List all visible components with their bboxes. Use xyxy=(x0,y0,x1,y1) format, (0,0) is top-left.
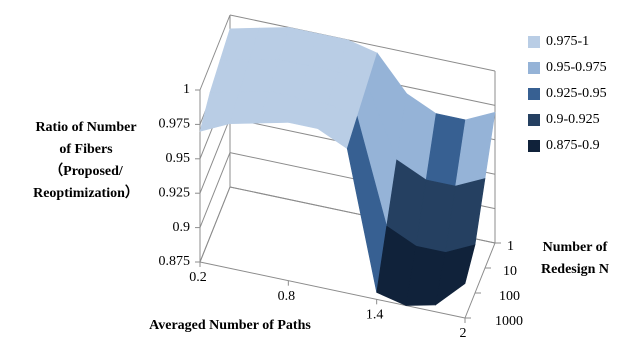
legend-label: 0.975-1 xyxy=(546,34,589,49)
y-tick-label: 100 xyxy=(499,289,520,304)
z-tick-label: 0.95 xyxy=(166,151,191,166)
legend-label: 0.9-0.925 xyxy=(546,112,600,127)
surface-patch xyxy=(435,244,476,306)
legend-swatch xyxy=(528,36,540,48)
grid-line xyxy=(199,186,231,263)
grid-line xyxy=(229,14,496,72)
z-axis-title: of Fibers xyxy=(59,142,113,157)
y-tick-label: 1000 xyxy=(495,314,523,329)
axis-line xyxy=(199,261,466,319)
x-tick-label: 1.4 xyxy=(366,308,384,323)
z-tick-label: 0.975 xyxy=(159,117,191,132)
z-tick-label: 1 xyxy=(183,82,190,97)
x-tick-label: 0.2 xyxy=(189,270,207,285)
y-axis-title: Redesign N xyxy=(541,262,609,277)
legend-swatch xyxy=(528,114,540,126)
y-axis-title: Number of xyxy=(543,240,608,255)
z-axis-title: Reoptimization） xyxy=(33,185,139,201)
y-tick-label: 10 xyxy=(503,264,517,279)
grid-line xyxy=(199,14,231,91)
grid-line xyxy=(199,118,231,194)
legend-swatch xyxy=(528,88,540,100)
z-tick-label: 0.925 xyxy=(159,185,191,200)
legend-swatch xyxy=(528,62,540,74)
z-axis-title: Ratio of Number xyxy=(35,120,136,135)
legend-label: 0.925-0.95 xyxy=(546,86,607,101)
axis-line xyxy=(464,242,496,319)
legend-label: 0.875-0.9 xyxy=(546,138,600,153)
x-tick-label: 0.8 xyxy=(278,289,296,304)
x-tick-label: 2 xyxy=(460,326,467,341)
x-axis-title: Averaged Number of Paths xyxy=(149,318,311,333)
z-axis-title: （Proposed/ xyxy=(49,163,124,179)
z-tick-label: 0.9 xyxy=(173,220,191,235)
legend-swatch xyxy=(528,140,540,152)
y-tick-label: 1 xyxy=(507,239,514,254)
legend-label: 0.95-0.975 xyxy=(546,60,607,75)
grid-line xyxy=(199,152,231,228)
z-tick-label: 0.875 xyxy=(159,254,191,269)
